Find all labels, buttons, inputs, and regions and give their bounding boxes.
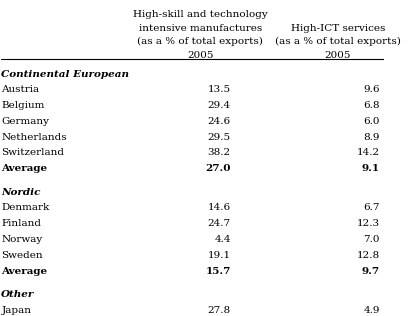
- Text: 14.2: 14.2: [356, 148, 379, 157]
- Text: 6.8: 6.8: [363, 101, 379, 110]
- Text: 19.1: 19.1: [207, 251, 230, 260]
- Text: Switzerland: Switzerland: [1, 148, 64, 157]
- Text: 6.7: 6.7: [363, 204, 379, 212]
- Text: Continental European: Continental European: [1, 70, 129, 79]
- Text: 27.0: 27.0: [205, 164, 230, 173]
- Text: Netherlands: Netherlands: [1, 133, 67, 142]
- Text: Sweden: Sweden: [1, 251, 43, 260]
- Text: Austria: Austria: [1, 85, 39, 94]
- Text: High-ICT services: High-ICT services: [290, 24, 384, 33]
- Text: Germany: Germany: [1, 117, 49, 126]
- Text: Japan: Japan: [1, 306, 31, 315]
- Text: Finland: Finland: [1, 219, 41, 228]
- Text: High-skill and technology: High-skill and technology: [133, 10, 267, 20]
- Text: 24.7: 24.7: [207, 219, 230, 228]
- Text: 4.4: 4.4: [214, 235, 230, 244]
- Text: Norway: Norway: [1, 235, 43, 244]
- Text: 12.3: 12.3: [356, 219, 379, 228]
- Text: 24.6: 24.6: [207, 117, 230, 126]
- Text: 2005: 2005: [324, 51, 350, 60]
- Text: Denmark: Denmark: [1, 204, 49, 212]
- Text: (as a % of total exports): (as a % of total exports): [274, 37, 400, 46]
- Text: 9.7: 9.7: [361, 266, 379, 276]
- Text: 29.5: 29.5: [207, 133, 230, 142]
- Text: 2005: 2005: [187, 51, 213, 60]
- Text: Average: Average: [1, 164, 47, 173]
- Text: Other: Other: [1, 290, 35, 299]
- Text: 14.6: 14.6: [207, 204, 230, 212]
- Text: 9.6: 9.6: [363, 85, 379, 94]
- Text: 9.1: 9.1: [361, 164, 379, 173]
- Text: 15.7: 15.7: [205, 266, 230, 276]
- Text: 7.0: 7.0: [363, 235, 379, 244]
- Text: Average: Average: [1, 266, 47, 276]
- Text: intensive manufactures: intensive manufactures: [138, 24, 261, 33]
- Text: 6.0: 6.0: [363, 117, 379, 126]
- Text: 13.5: 13.5: [207, 85, 230, 94]
- Text: 29.4: 29.4: [207, 101, 230, 110]
- Text: 4.9: 4.9: [363, 306, 379, 315]
- Text: 27.8: 27.8: [207, 306, 230, 315]
- Text: Belgium: Belgium: [1, 101, 45, 110]
- Text: (as a % of total exports): (as a % of total exports): [137, 37, 263, 46]
- Text: 12.8: 12.8: [356, 251, 379, 260]
- Text: Nordic: Nordic: [1, 188, 41, 197]
- Text: 8.9: 8.9: [363, 133, 379, 142]
- Text: 38.2: 38.2: [207, 148, 230, 157]
